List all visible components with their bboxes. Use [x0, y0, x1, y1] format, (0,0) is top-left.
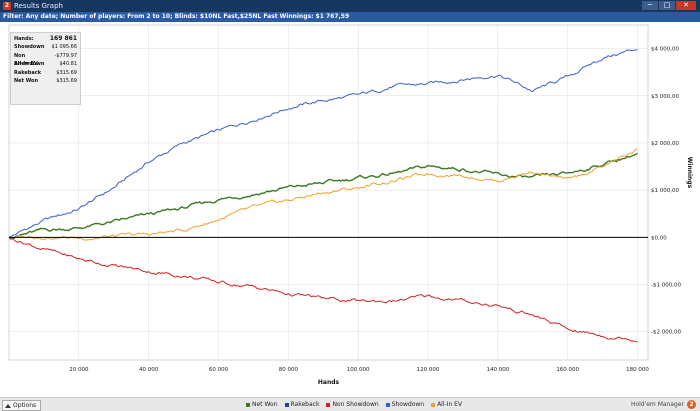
options-button[interactable]: Options [2, 400, 42, 411]
stat-value: $40.81 [59, 61, 78, 68]
y-tick-label: $4 000,00 [651, 47, 679, 53]
legend-swatch [246, 402, 250, 407]
caret-up-icon [5, 403, 11, 408]
window-controls: ─ □ ✕ [642, 1, 696, 10]
stat-row: Hands: 169 861 [14, 35, 77, 43]
stat-value: $315.69 [56, 77, 77, 84]
y-axis-label: Winnings [686, 157, 693, 189]
x-tick-label: 60 000 [209, 367, 229, 373]
stat-row: All-In EV $40.81 [14, 60, 77, 68]
stat-row: Rakeback $315.69 [14, 69, 77, 77]
close-button[interactable]: ✕ [676, 1, 696, 10]
x-axis-label: Hands [318, 379, 340, 386]
legend-item[interactable]: Net Won [246, 401, 278, 408]
series-line [8, 148, 638, 241]
series-line [8, 152, 638, 240]
stat-value: -$779.97 [54, 52, 77, 59]
minimize-button[interactable]: ─ [642, 1, 658, 10]
stat-label: All-In EV [14, 61, 38, 68]
brand-logo-icon: 2 [687, 400, 696, 409]
plot-frame [8, 24, 649, 361]
x-tick-label: 20 000 [69, 367, 89, 373]
y-tick-label: $3 000,00 [651, 94, 679, 100]
legend-item[interactable]: Showdown [385, 401, 425, 408]
brand: Hold'em Manager 2 [631, 400, 696, 409]
stats-panel: Hands: 169 861 Showdown $1 095.66 Non Showdo… [10, 32, 81, 105]
results-chart: 20 000 40 000 60 000 80 000 100 000 120 000 14… [0, 22, 700, 397]
legend-swatch [284, 402, 289, 407]
chart-svg: 20 000 40 000 60 000 80 000 100 000 120 000 14… [8, 24, 693, 386]
y-tick-label: -$1 000,00 [651, 283, 681, 289]
y-tick-label: -$2 000,00 [651, 330, 681, 336]
legend-swatch [431, 402, 436, 407]
x-tick-label: 180 000 [626, 367, 649, 373]
stat-value: 169 861 [49, 35, 77, 42]
window-titlebar: 2 Results Graph ─ □ ✕ [0, 0, 700, 12]
stat-row: Net Won $315.69 [14, 77, 77, 85]
chart-legend: Net Won Rakeback Non Showdown Showdown All-I… [246, 401, 462, 408]
series-line [8, 49, 638, 238]
series-line [8, 236, 638, 343]
y-tick-label: $1 000,00 [651, 188, 679, 194]
stat-label: Rakeback [14, 69, 42, 76]
stat-row: Non Showdown -$779.97 [14, 52, 77, 68]
legend-swatch [385, 402, 390, 407]
x-tick-label: 160 000 [556, 367, 579, 373]
stat-label: Non Showdown [14, 52, 45, 68]
y-tick-label: $2 000,00 [651, 141, 679, 147]
x-tick-label: 100 000 [347, 367, 370, 373]
x-tick-label: 140 000 [486, 367, 509, 373]
stat-value: $1 095.66 [51, 44, 77, 51]
stat-label: Showdown [14, 44, 45, 51]
options-label: Options [13, 402, 37, 409]
legend-label: Net Won [252, 401, 278, 408]
legend-item[interactable]: Rakeback [284, 401, 320, 408]
legend-label: All-In EV [437, 401, 463, 408]
maximize-button[interactable]: □ [659, 1, 675, 10]
y-tick-label: $0,00 [651, 235, 667, 241]
app-logo-icon: 2 [3, 2, 11, 10]
filter-bar: Filter: Any date; Number of players: Fro… [0, 12, 700, 22]
legend-label: Rakeback [290, 401, 320, 408]
window-title: Results Graph [14, 2, 63, 10]
stat-value: $315.69 [56, 69, 77, 76]
legend-item[interactable]: All-In EV [431, 401, 462, 408]
x-tick-label: 40 000 [139, 367, 159, 373]
x-tick-label: 80 000 [279, 367, 299, 373]
legend-label: Showdown [391, 401, 425, 408]
brand-text: Hold'em Manager [630, 401, 684, 408]
legend-item[interactable]: Non Showdown [326, 401, 379, 408]
filter-text: Filter: Any date; Number of players: Fro… [3, 13, 350, 20]
stat-label: Net Won [14, 77, 39, 84]
x-tick-label: 120 000 [417, 367, 440, 373]
bottom-bar: Options Net Won Rakeback Non Showdown Showd… [0, 397, 700, 411]
stat-label: Hands: [14, 36, 34, 42]
legend-label: Non Showdown [332, 401, 379, 408]
stat-row: Showdown $1 095.66 [14, 43, 77, 51]
legend-swatch [326, 402, 331, 407]
